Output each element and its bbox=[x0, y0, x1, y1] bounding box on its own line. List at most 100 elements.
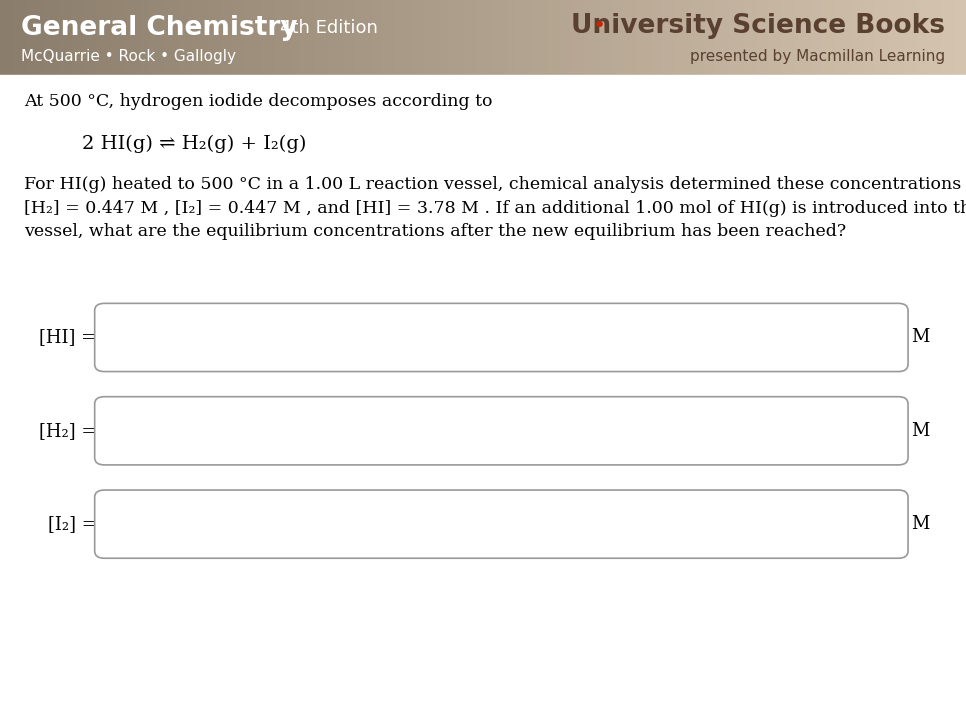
Bar bbox=[816, 0, 821, 75]
Bar bbox=[29, 0, 34, 75]
Bar bbox=[782, 0, 787, 75]
Bar bbox=[956, 0, 961, 75]
Bar bbox=[497, 0, 502, 75]
Bar bbox=[198, 0, 203, 75]
Bar bbox=[671, 0, 676, 75]
FancyBboxPatch shape bbox=[95, 490, 908, 559]
Text: •: • bbox=[592, 16, 606, 36]
Text: [H₂] = 0.447 M , [I₂] = 0.447 M , and [HI] = 3.78 M . If an additional 1.00 mol : [H₂] = 0.447 M , [I₂] = 0.447 M , and [H… bbox=[24, 200, 966, 217]
Bar bbox=[377, 0, 382, 75]
Bar bbox=[488, 0, 493, 75]
Bar bbox=[512, 0, 517, 75]
Bar bbox=[753, 0, 758, 75]
Bar bbox=[415, 0, 420, 75]
Bar bbox=[285, 0, 290, 75]
Bar bbox=[628, 0, 633, 75]
Bar bbox=[396, 0, 401, 75]
Bar bbox=[401, 0, 406, 75]
Text: M: M bbox=[911, 328, 929, 347]
Bar bbox=[280, 0, 285, 75]
Bar bbox=[155, 0, 159, 75]
Bar bbox=[691, 0, 696, 75]
Text: McQuarrie • Rock • Gallogly: McQuarrie • Rock • Gallogly bbox=[21, 49, 237, 63]
Bar bbox=[531, 0, 536, 75]
Bar bbox=[101, 0, 106, 75]
Bar bbox=[599, 0, 604, 75]
Bar bbox=[744, 0, 749, 75]
Text: M: M bbox=[911, 421, 929, 440]
Bar bbox=[314, 0, 319, 75]
Bar bbox=[164, 0, 169, 75]
Bar bbox=[72, 0, 77, 75]
Bar bbox=[507, 0, 512, 75]
Bar bbox=[522, 0, 526, 75]
Bar bbox=[449, 0, 454, 75]
Bar bbox=[145, 0, 150, 75]
Bar bbox=[338, 0, 343, 75]
Bar bbox=[246, 0, 251, 75]
Bar bbox=[261, 0, 266, 75]
Bar bbox=[860, 0, 865, 75]
Bar bbox=[77, 0, 82, 75]
Bar bbox=[193, 0, 198, 75]
Bar bbox=[555, 0, 560, 75]
Bar bbox=[700, 0, 705, 75]
Bar bbox=[638, 0, 642, 75]
Bar bbox=[275, 0, 280, 75]
Bar bbox=[657, 0, 662, 75]
Bar bbox=[343, 0, 348, 75]
Bar bbox=[420, 0, 425, 75]
Bar bbox=[681, 0, 686, 75]
Bar bbox=[807, 0, 811, 75]
Bar bbox=[715, 0, 720, 75]
Bar bbox=[580, 0, 584, 75]
Bar bbox=[372, 0, 377, 75]
Bar bbox=[435, 0, 440, 75]
Bar bbox=[184, 0, 188, 75]
Bar bbox=[333, 0, 338, 75]
Bar bbox=[386, 0, 391, 75]
Bar bbox=[845, 0, 850, 75]
Bar bbox=[382, 0, 386, 75]
Bar bbox=[749, 0, 753, 75]
Bar bbox=[251, 0, 256, 75]
Bar bbox=[724, 0, 729, 75]
Bar bbox=[739, 0, 744, 75]
Bar bbox=[309, 0, 314, 75]
Bar bbox=[473, 0, 478, 75]
Bar bbox=[758, 0, 763, 75]
Bar bbox=[92, 0, 97, 75]
Bar bbox=[213, 0, 217, 75]
Bar bbox=[570, 0, 575, 75]
Bar bbox=[850, 0, 855, 75]
Bar bbox=[478, 0, 483, 75]
Bar bbox=[792, 0, 797, 75]
Text: [I₂] =: [I₂] = bbox=[48, 515, 97, 533]
Bar bbox=[604, 0, 609, 75]
Bar bbox=[10, 0, 14, 75]
Bar bbox=[662, 0, 667, 75]
Bar bbox=[696, 0, 700, 75]
Bar bbox=[541, 0, 546, 75]
Bar bbox=[34, 0, 39, 75]
Bar bbox=[613, 0, 618, 75]
Bar bbox=[647, 0, 652, 75]
Bar bbox=[584, 0, 589, 75]
Bar bbox=[150, 0, 155, 75]
Bar bbox=[237, 0, 242, 75]
Text: vessel, what are the equilibrium concentrations after the new equilibrium has be: vessel, what are the equilibrium concent… bbox=[24, 223, 846, 240]
Bar bbox=[116, 0, 121, 75]
Bar bbox=[952, 0, 956, 75]
Bar bbox=[652, 0, 657, 75]
Bar bbox=[609, 0, 613, 75]
Bar bbox=[686, 0, 691, 75]
Bar bbox=[362, 0, 367, 75]
Text: M: M bbox=[911, 515, 929, 533]
Bar bbox=[729, 0, 734, 75]
Bar bbox=[454, 0, 459, 75]
Bar bbox=[710, 0, 715, 75]
Bar bbox=[242, 0, 246, 75]
Bar bbox=[217, 0, 222, 75]
Bar bbox=[705, 0, 710, 75]
Bar bbox=[174, 0, 179, 75]
